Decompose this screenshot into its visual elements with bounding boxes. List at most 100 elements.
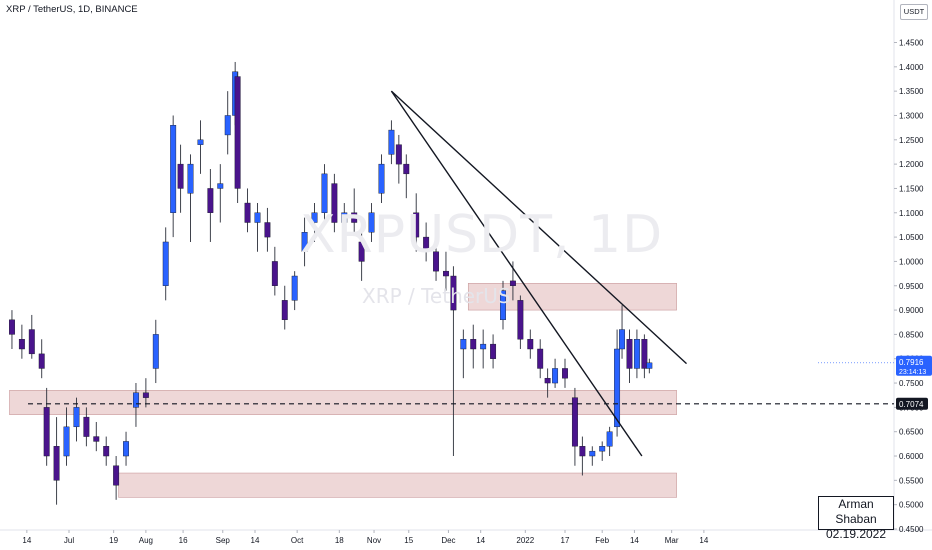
zone-1 — [9, 390, 677, 415]
candle-body-14 — [142, 392, 149, 398]
candle-body-35 — [331, 183, 338, 223]
x-tick-label-0: 14 — [22, 536, 31, 545]
y-tick-label-7: 1.1000 — [899, 209, 924, 218]
x-tick-label-13: 2022 — [516, 536, 534, 545]
y-tick-label-0: 1.4500 — [899, 39, 924, 48]
horizontal-line-value: 0.7074 — [899, 400, 924, 409]
x-tick-label-10: 15 — [404, 536, 413, 545]
candle-body-20 — [197, 139, 204, 145]
candle-body-22 — [217, 183, 224, 189]
x-tick-label-15: Feb — [595, 536, 609, 545]
candle-body-46 — [433, 251, 439, 272]
candle-body-17 — [170, 125, 177, 213]
x-tick-label-6: 14 — [251, 536, 260, 545]
trendline-1 — [390, 90, 643, 457]
candle-body-43 — [403, 163, 410, 175]
y-tick-label-4: 1.2500 — [899, 136, 924, 145]
watermark-description: XRP / TetherUS — [362, 284, 511, 308]
candle-body-10 — [103, 446, 110, 457]
candle-body-3 — [38, 353, 45, 369]
candle-body-11 — [113, 465, 120, 486]
candle-body-8 — [83, 416, 90, 437]
last-price-value: 0.7916 — [899, 358, 924, 367]
candle-body-19 — [187, 163, 194, 194]
candle-body-70 — [641, 339, 648, 369]
candle-body-21 — [207, 188, 214, 213]
candle-body-27 — [254, 212, 261, 223]
candle-body-39 — [368, 212, 375, 233]
x-tick-label-7: Oct — [291, 536, 304, 545]
x-tick-label-12: 14 — [476, 536, 485, 545]
candle-body-54 — [509, 280, 516, 286]
candle-body-55 — [517, 300, 524, 340]
y-tick-label-2: 1.3500 — [899, 87, 924, 96]
candle-body-18 — [177, 163, 184, 189]
candle-body-68 — [626, 339, 633, 369]
x-tick-label-2: 19 — [109, 536, 118, 545]
candle-body-64 — [599, 446, 606, 452]
candle-body-57 — [537, 348, 544, 369]
candle-body-4 — [43, 407, 50, 457]
candle-body-23 — [224, 115, 231, 136]
axes-layer: 1.4500 1.4000 1.3500 1.3000 1.2500 1.2000 1.15… — [22, 39, 932, 545]
candle-body-51 — [480, 343, 487, 350]
y-tick-label-17: 0.6000 — [899, 452, 924, 461]
y-tick-label-8: 1.0500 — [899, 233, 924, 242]
candle-body-33 — [311, 212, 318, 223]
candle-body-42 — [395, 144, 402, 165]
candle-body-0 — [9, 319, 15, 335]
candle-body-41 — [388, 129, 395, 155]
y-tick-label-14: 0.7500 — [899, 379, 924, 388]
candle-body-45 — [423, 236, 430, 252]
trendline-0 — [390, 90, 687, 365]
y-tick-label-5: 1.2000 — [899, 160, 924, 169]
y-tick-label-16: 0.6500 — [899, 428, 924, 437]
candle-body-40 — [378, 163, 385, 194]
candle-body-44 — [413, 212, 420, 238]
y-tick-label-3: 1.3000 — [899, 111, 924, 120]
author-signature: Arman Shaban 02.19.2022 — [818, 496, 894, 541]
candle-body-1 — [18, 339, 25, 350]
zone-2 — [118, 472, 677, 498]
signature-name: Arman Shaban — [835, 497, 877, 526]
signature-date: 02.19.2022 — [825, 527, 887, 541]
candle-body-5 — [53, 446, 60, 481]
candles-layer — [9, 61, 653, 505]
candle-body-48 — [450, 275, 457, 311]
candle-body-69 — [633, 339, 640, 369]
candle-body-30 — [281, 300, 288, 321]
y-tick-label-10: 0.9500 — [899, 282, 924, 291]
candle-body-7 — [73, 407, 80, 428]
candle-body-38 — [358, 241, 365, 262]
candle-body-37 — [351, 212, 358, 223]
candle-body-56 — [527, 339, 534, 350]
y-tick-label-1: 1.4000 — [899, 63, 924, 72]
x-tick-label-11: Dec — [441, 536, 455, 545]
y-tick-label-6: 1.1500 — [899, 184, 924, 193]
x-tick-label-14: 17 — [561, 536, 570, 545]
candle-body-25 — [234, 76, 241, 189]
x-tick-label-3: Aug — [139, 536, 153, 545]
y-tick-label-11: 0.9000 — [899, 306, 924, 315]
last-price-countdown: 23:14:13 — [899, 369, 926, 376]
candle-body-12 — [123, 441, 129, 457]
x-tick-label-16: 14 — [630, 536, 639, 545]
x-tick-label-1: Jul — [64, 536, 74, 545]
x-tick-label-8: 18 — [335, 536, 344, 545]
y-tick-label-12: 0.8500 — [899, 330, 924, 339]
candle-body-9 — [93, 436, 100, 442]
y-tick-label-9: 1.0000 — [899, 257, 924, 266]
candle-body-71 — [646, 362, 653, 369]
candle-body-61 — [571, 397, 578, 447]
candle-body-60 — [562, 368, 568, 379]
currency-badge[interactable]: USDT — [900, 4, 928, 20]
candle-body-66 — [614, 348, 621, 428]
candle-body-50 — [470, 339, 477, 350]
x-tick-label-9: Nov — [367, 536, 381, 545]
candle-body-63 — [589, 450, 596, 457]
candle-body-28 — [264, 222, 271, 238]
watermark-symbol: XRPUSDT, 1D — [300, 205, 664, 265]
y-tick-label-20: 0.4500 — [899, 525, 924, 534]
zones-layer — [9, 283, 677, 498]
